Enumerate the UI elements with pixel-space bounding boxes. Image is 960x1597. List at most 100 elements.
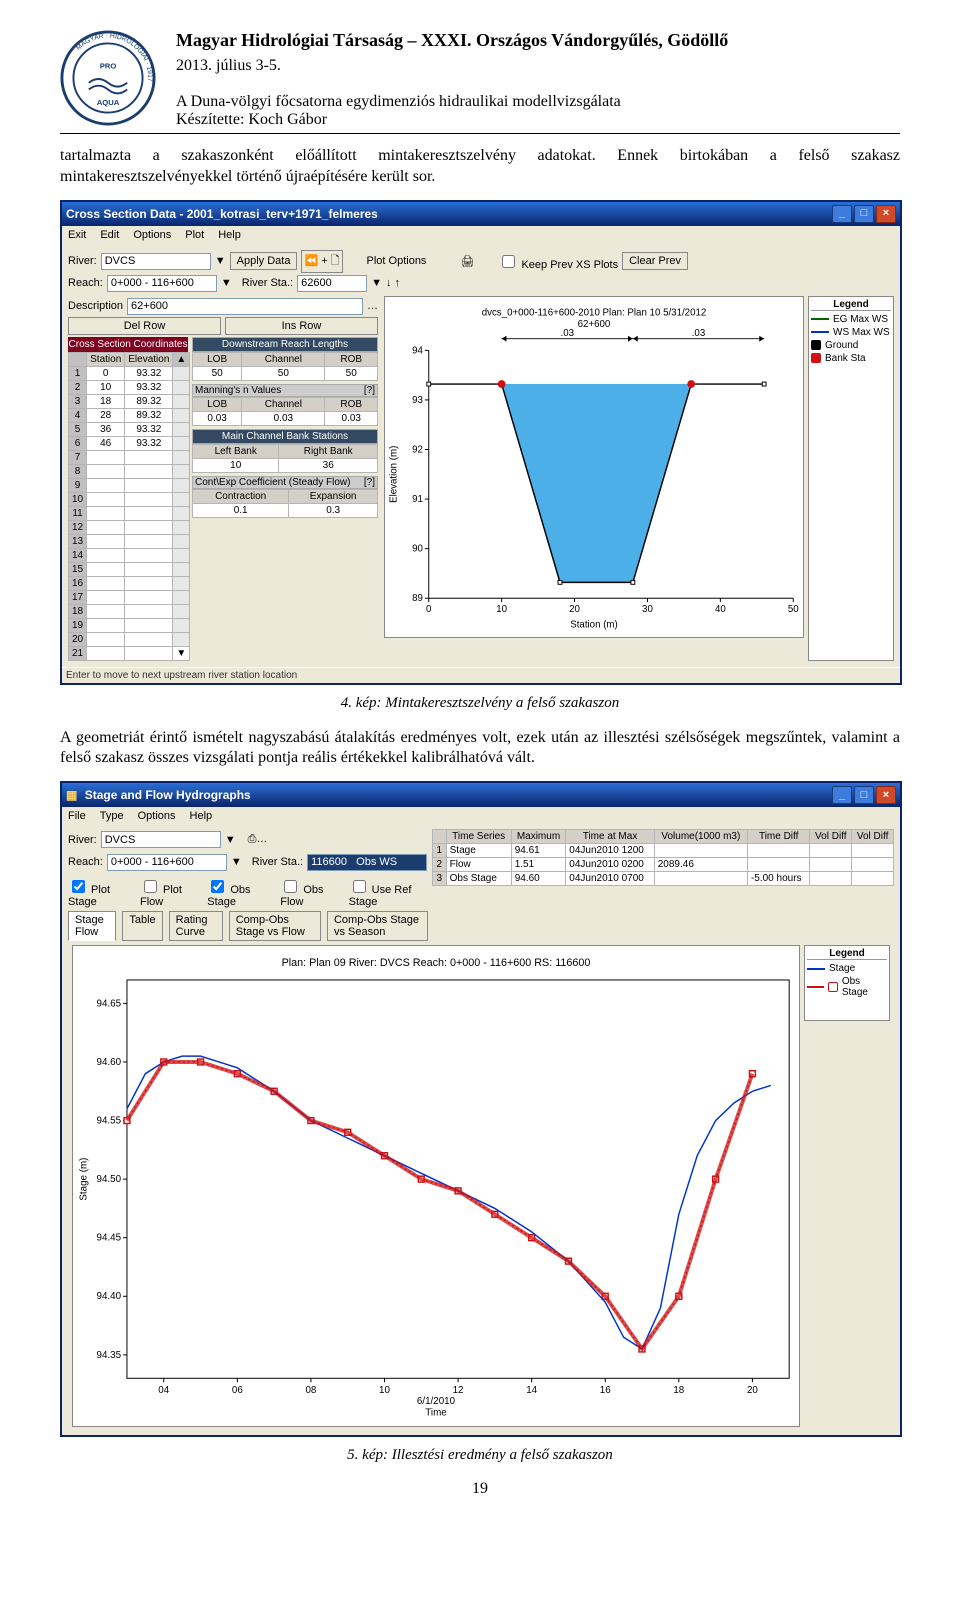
- maximize-icon[interactable]: □: [854, 205, 874, 223]
- table-row[interactable]: 9: [69, 478, 190, 492]
- table-row[interactable]: 21093.32: [69, 380, 190, 394]
- expand-icon[interactable]: …: [367, 300, 378, 312]
- svg-text:12: 12: [453, 1385, 464, 1396]
- delrow-button[interactable]: Del Row: [68, 317, 221, 335]
- dropdown-icon[interactable]: ▼: [215, 255, 226, 267]
- dropdown-icon[interactable]: ▼: [221, 277, 232, 289]
- riversta-select[interactable]: [307, 854, 427, 871]
- reach-select[interactable]: [107, 854, 227, 871]
- window-title: Stage and Flow Hydrographs: [85, 788, 251, 802]
- cross-section-chart[interactable]: dvcs_0+000-116+600-2010 Plan: Plan 10 5/…: [384, 296, 804, 638]
- table-row[interactable]: 11: [69, 506, 190, 520]
- svg-text:.03: .03: [561, 327, 575, 338]
- plot-option-checkbox[interactable]: Use Ref Stage: [349, 877, 428, 908]
- tab-comp-obs-stage-vs-season[interactable]: Comp-Obs Stage vs Season: [327, 911, 428, 941]
- window-titlebar[interactable]: Cross Section Data - 2001_kotrasi_terv+1…: [62, 202, 900, 226]
- table-row[interactable]: 7: [69, 450, 190, 464]
- scroll-down-icon[interactable]: ▼: [173, 646, 190, 660]
- menu-edit[interactable]: Edit: [100, 229, 119, 241]
- window-titlebar[interactable]: ▦ Stage and Flow Hydrographs _ □ ×: [62, 783, 900, 807]
- table-row[interactable]: 20: [69, 632, 190, 646]
- table-row[interactable]: 21▼: [69, 646, 190, 660]
- menu-options[interactable]: Options: [133, 229, 171, 241]
- figure-caption-1: 4. kép: Mintakeresztszelvény a felső sza…: [60, 695, 900, 712]
- table-row[interactable]: 31889.32: [69, 394, 190, 408]
- insrow-button[interactable]: Ins Row: [225, 317, 378, 335]
- apply-data-button[interactable]: Apply Data: [230, 252, 298, 270]
- table-row[interactable]: 64693.32: [69, 436, 190, 450]
- reach-select[interactable]: [107, 275, 217, 292]
- maximize-icon[interactable]: □: [854, 786, 874, 804]
- cont-exp-block: Cont\Exp Coefficient (Steady Flow) [?] C…: [192, 476, 378, 518]
- legend-item: Ground: [811, 340, 891, 351]
- plot-option-checkbox[interactable]: Plot Stage: [68, 877, 130, 908]
- river-select[interactable]: [101, 831, 221, 848]
- table-row[interactable]: 1Stage94.6104Jun2010 1200: [433, 844, 894, 858]
- bankstations-block: Main Channel Bank Stations Left BankRigh…: [192, 429, 378, 473]
- riversta-label: River Sta.:: [252, 856, 303, 868]
- menu-help[interactable]: Help: [190, 810, 213, 822]
- table-row[interactable]: 18: [69, 604, 190, 618]
- table-row[interactable]: 1093.32: [69, 366, 190, 380]
- table-row[interactable]: 8: [69, 464, 190, 478]
- table-row[interactable]: 10: [69, 492, 190, 506]
- tab-table[interactable]: Table: [122, 911, 162, 941]
- dropdown-icon[interactable]: ▼: [231, 856, 242, 868]
- svg-text:92: 92: [412, 444, 423, 455]
- svg-text:16: 16: [600, 1385, 611, 1396]
- nav-up-down-icons[interactable]: ↓ ↑: [386, 277, 400, 289]
- coords-table[interactable]: Station Elevation ▲ 1093.3221093.3231889…: [68, 352, 190, 661]
- table-row[interactable]: 15: [69, 562, 190, 576]
- menu-options[interactable]: Options: [138, 810, 176, 822]
- hydrograph-chart[interactable]: Plan: Plan 09 River: DVCS Reach: 0+000 -…: [72, 945, 800, 1427]
- keep-prev-checkbox[interactable]: [502, 255, 515, 268]
- table-row[interactable]: 2Flow1.5104Jun2010 02002089.46: [433, 858, 894, 872]
- menu-file[interactable]: File: [68, 810, 86, 822]
- plot-option-checkbox[interactable]: Obs Flow: [280, 877, 338, 908]
- menu-help[interactable]: Help: [218, 229, 241, 241]
- plot-options-row: Plot Stage Plot Flow Obs Stage Obs Flow …: [68, 877, 428, 908]
- dropdown-icon[interactable]: ▼: [371, 277, 382, 289]
- table-row[interactable]: 16: [69, 576, 190, 590]
- dropdown-icon[interactable]: ▼: [225, 834, 236, 846]
- menu-plot[interactable]: Plot: [185, 229, 204, 241]
- printer-icon[interactable]: 🖨: [460, 255, 474, 268]
- table-row[interactable]: 12: [69, 520, 190, 534]
- table-row[interactable]: 17: [69, 590, 190, 604]
- clear-prev-button[interactable]: Clear Prev: [622, 252, 688, 270]
- svg-text:91: 91: [412, 494, 423, 505]
- minimize-icon[interactable]: _: [832, 205, 852, 223]
- description-input[interactable]: [127, 298, 363, 315]
- time-series-table[interactable]: Time SeriesMaximumTime at MaxVolume(1000…: [432, 829, 894, 886]
- help-icon[interactable]: [?]: [364, 385, 375, 396]
- legend-item: Obs Stage: [807, 976, 887, 998]
- scroll-up-icon[interactable]: ▲: [173, 352, 190, 366]
- table-row[interactable]: 13: [69, 534, 190, 548]
- table-row[interactable]: 14: [69, 548, 190, 562]
- table-row[interactable]: 53693.32: [69, 422, 190, 436]
- profile-icon[interactable]: ⎙…: [248, 833, 268, 846]
- nav-icons[interactable]: ⏪ + 🗋: [301, 250, 342, 273]
- menu-exit[interactable]: Exit: [68, 229, 86, 241]
- svg-text:94.50: 94.50: [97, 1174, 122, 1185]
- tab-stage-flow[interactable]: Stage Flow: [68, 911, 116, 941]
- header-subtitle: A Duna-völgyi főcsatorna egydimenziós hi…: [176, 93, 900, 111]
- plot-options-label[interactable]: Plot Options: [367, 255, 427, 267]
- table-row[interactable]: 42889.32: [69, 408, 190, 422]
- help-icon[interactable]: [?]: [364, 477, 375, 488]
- table-row[interactable]: 19: [69, 618, 190, 632]
- close-icon[interactable]: ×: [876, 786, 896, 804]
- minimize-icon[interactable]: _: [832, 786, 852, 804]
- menu-type[interactable]: Type: [100, 810, 124, 822]
- svg-text:20: 20: [747, 1385, 758, 1396]
- close-icon[interactable]: ×: [876, 205, 896, 223]
- plot-option-checkbox[interactable]: Plot Flow: [140, 877, 197, 908]
- tab-rating-curve[interactable]: Rating Curve: [169, 911, 223, 941]
- legend-item: EG Max WS: [811, 314, 891, 325]
- river-select[interactable]: [101, 253, 211, 270]
- plot-option-checkbox[interactable]: Obs Stage: [207, 877, 270, 908]
- riversta-select[interactable]: [297, 275, 367, 292]
- legend-item: WS Max WS: [811, 327, 891, 338]
- tab-comp-obs-stage-vs-flow[interactable]: Comp-Obs Stage vs Flow: [229, 911, 321, 941]
- table-row[interactable]: 3Obs Stage94.6004Jun2010 0700-5.00 hours: [433, 872, 894, 886]
